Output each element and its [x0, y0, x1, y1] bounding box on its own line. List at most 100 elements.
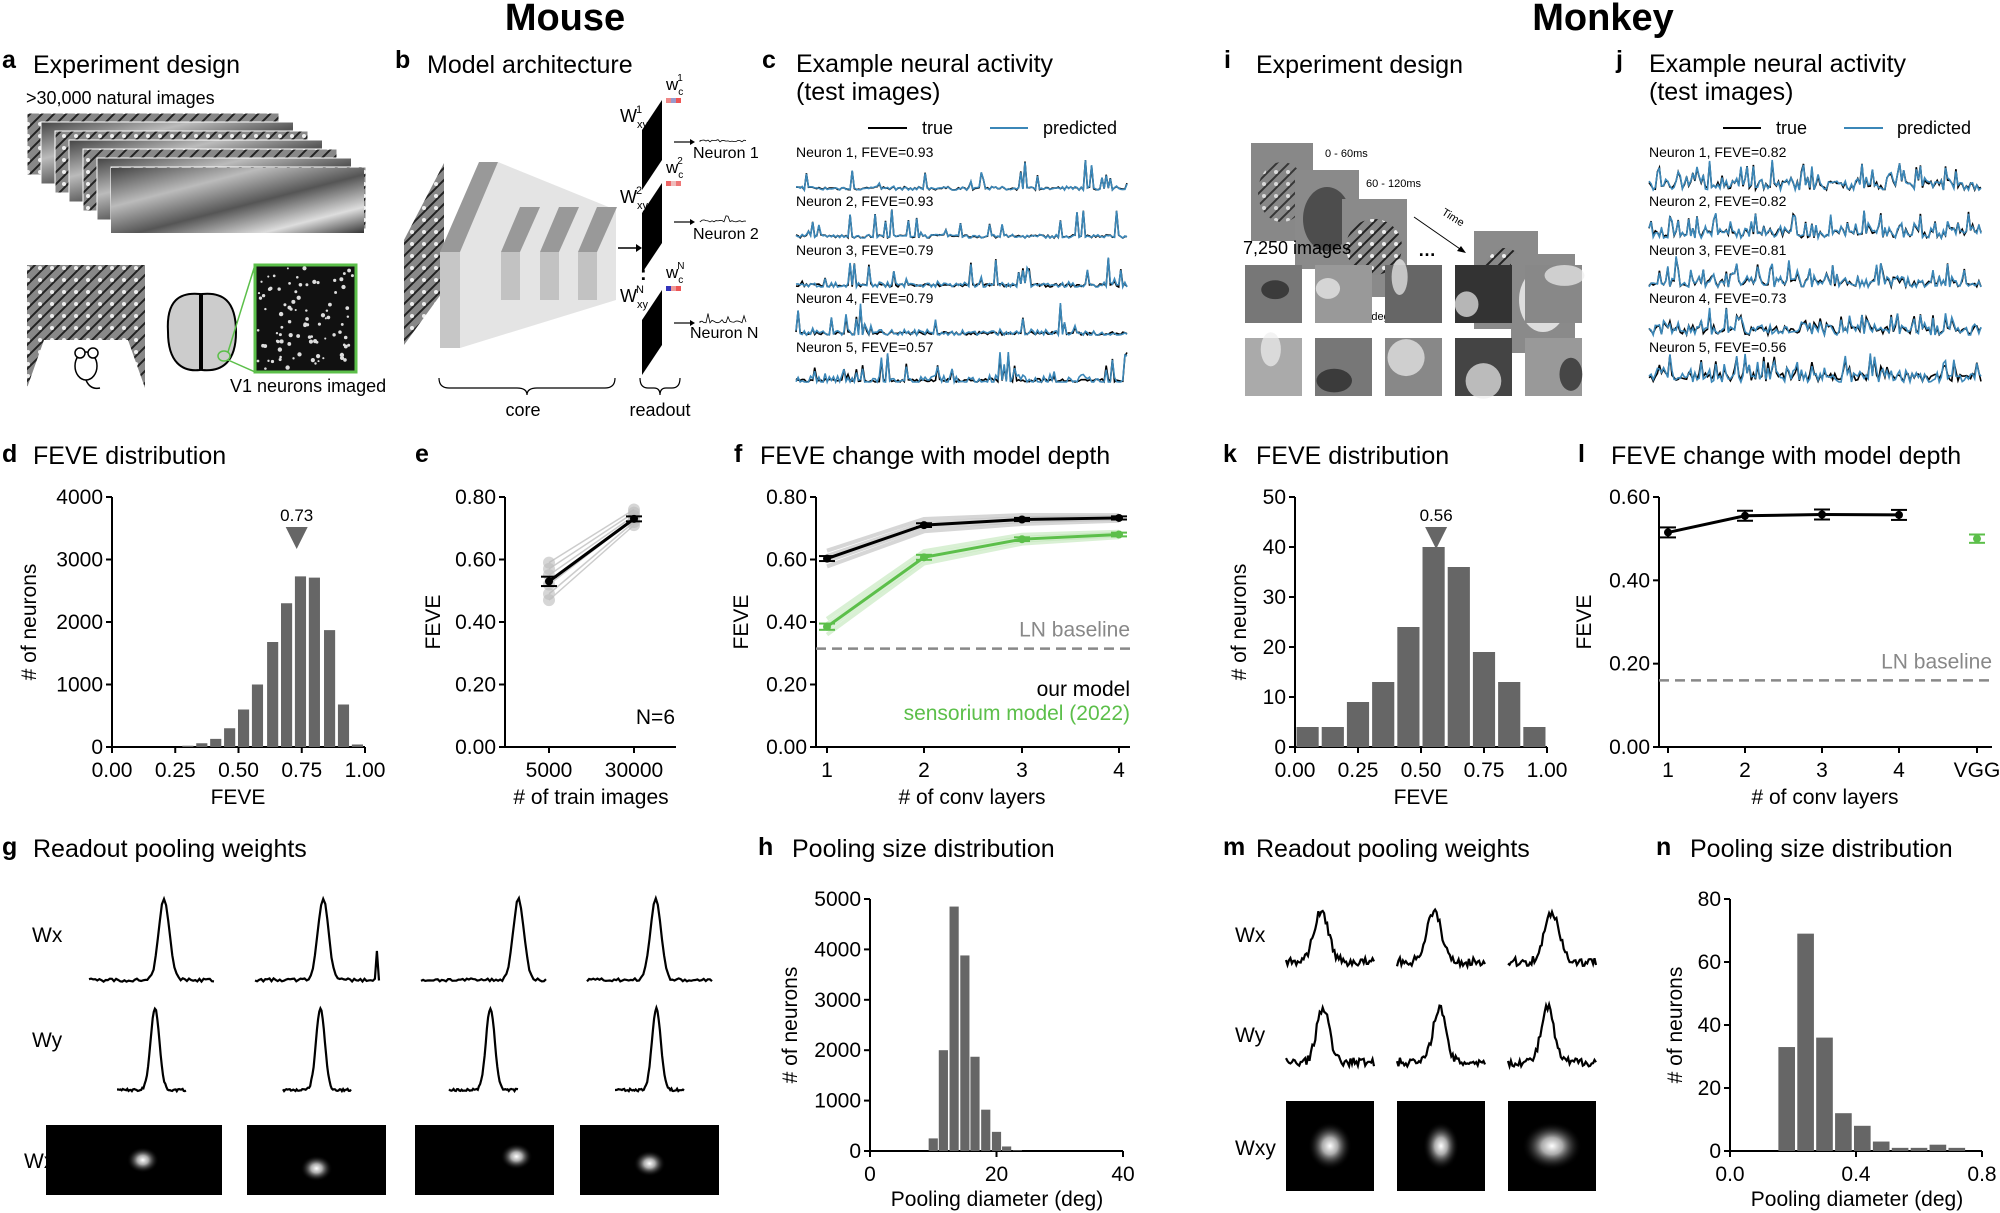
- neuron-dot: [305, 283, 309, 287]
- neuron-dot: [305, 309, 308, 312]
- panel-i: i Experiment design 0 - 60ms 60 - 120ms …: [1224, 46, 1585, 399]
- wxy-hotspot: [1522, 1122, 1582, 1170]
- x-axis-label: Pooling diameter (deg): [891, 1188, 1103, 1211]
- row-label-wy: Wy: [1235, 1024, 1266, 1047]
- series-label: sensorium model (2022): [904, 702, 1130, 725]
- neuron-dot: [322, 357, 325, 360]
- y-tick-label: 0.80: [766, 486, 807, 509]
- neuron-dot: [263, 344, 268, 349]
- individual-line: [548, 508, 635, 564]
- x-tick-label: 0.00: [92, 759, 133, 782]
- histogram-bar: [1296, 727, 1319, 747]
- x-tick-label: 1: [1662, 759, 1674, 782]
- histogram-bar: [1321, 727, 1344, 747]
- y-tick-label: 0.80: [455, 486, 496, 509]
- neuron-dot: [324, 317, 327, 320]
- model-seed-line: [826, 518, 1120, 569]
- channel-weight-chip: [671, 286, 676, 291]
- median-label: 0.56: [1420, 506, 1453, 525]
- time-label: Time: [1439, 206, 1466, 229]
- histogram-bar: [949, 906, 959, 1151]
- x-tick-label: 0.50: [218, 759, 259, 782]
- neuron-dot: [320, 313, 326, 318]
- neuron-dot: [287, 342, 292, 346]
- y-tick-label: 0: [91, 736, 103, 759]
- y-tick-label: 0.20: [766, 674, 807, 697]
- panel-title-f: FEVE change with model depth: [760, 442, 1110, 470]
- y-tick-label: 3000: [56, 549, 103, 572]
- histogram-bar: [224, 728, 236, 747]
- x-axis-label: FEVE: [211, 786, 266, 809]
- x-tick-label: 3: [1016, 759, 1028, 782]
- y-axis-label: FEVE: [1573, 595, 1596, 650]
- channel-weight-chip: [666, 286, 671, 291]
- neuron-dot: [267, 287, 272, 291]
- panel-letter-m: m: [1223, 833, 1245, 861]
- weight-curve: [282, 1005, 352, 1094]
- predicted-trace: [1648, 353, 1982, 386]
- wxy-hotspot: [1308, 1122, 1352, 1170]
- histogram-bar: [981, 1109, 991, 1151]
- panel-letter: j: [1615, 46, 1623, 74]
- thumbnail-texture: [1316, 368, 1352, 393]
- histogram-bar: [928, 1138, 938, 1151]
- panel-letter: b: [395, 46, 410, 74]
- histogram-bar: [991, 1131, 1002, 1151]
- weight-curve: [1285, 1003, 1376, 1070]
- y-tick-label: 0.00: [455, 736, 496, 759]
- median-label: 0.73: [280, 506, 313, 525]
- neuron-dot: [310, 358, 315, 363]
- row-label-wx: Wx: [1235, 924, 1266, 947]
- wc-label: wc 1: [665, 73, 683, 98]
- y-tick-label: 0.00: [766, 736, 807, 759]
- data-point: [920, 553, 928, 562]
- conv-layers: [501, 207, 617, 300]
- x-tick-label: 0.00: [1275, 759, 1316, 782]
- series-line: [826, 516, 1120, 560]
- core-brace: [438, 377, 616, 396]
- neuron-dot: [278, 333, 282, 337]
- weight-curve: [615, 1004, 685, 1093]
- y-tick-label: 1000: [56, 674, 103, 697]
- y-axis-label: # of neurons: [1228, 564, 1251, 681]
- thumbnail-texture: [1544, 264, 1585, 286]
- x-tick-label: 0.8: [1967, 1163, 1996, 1186]
- readout-label: readout: [629, 400, 690, 420]
- histogram-bar: [1835, 1113, 1852, 1151]
- neuron-dot: [339, 277, 344, 282]
- panel-title-line1: Example neural activity: [1649, 50, 1907, 78]
- predicted-trace: [1648, 256, 1982, 290]
- x-tick-label: 4: [1893, 759, 1905, 782]
- data-point: [1018, 515, 1026, 524]
- neuron-label: Neuron 3, FEVE=0.81: [1649, 242, 1787, 258]
- neuron-dot: [341, 284, 346, 290]
- histogram-bar: [337, 704, 350, 747]
- channel-weight-chip: [671, 181, 676, 186]
- x-tick-label: 0.4: [1841, 1163, 1871, 1186]
- weight-curve: [1395, 907, 1486, 971]
- weight-curve: [1395, 1004, 1487, 1069]
- brain-diagram: [166, 264, 256, 373]
- row-label-wx: Wx: [32, 924, 63, 947]
- series-label: our model: [1037, 678, 1130, 701]
- arrow-head: [636, 244, 642, 252]
- panel-letter-n: n: [1656, 833, 1671, 861]
- y-tick-label: 0: [849, 1140, 861, 1163]
- panel-letter-h: h: [758, 833, 773, 861]
- panel-letter: i: [1224, 46, 1231, 74]
- histogram-bar: [1012, 1150, 1022, 1151]
- time-arrow-head: [1457, 246, 1466, 253]
- neuron-dot: [350, 274, 354, 278]
- x-tick-label: 1: [821, 759, 833, 782]
- histogram-bar: [1853, 1125, 1871, 1151]
- panel-letter-l: l: [1578, 440, 1585, 468]
- panel-letter-f: f: [734, 440, 743, 468]
- y-tick-label: 0.60: [766, 549, 807, 572]
- median-marker: [285, 527, 308, 549]
- neuron-dot: [294, 290, 298, 294]
- neuron-dot: [340, 323, 344, 326]
- ellipsis: :: [640, 263, 647, 285]
- thumbnail-texture: [1454, 291, 1479, 318]
- histogram-bar: [1872, 1141, 1890, 1151]
- arrow-head: [690, 139, 695, 145]
